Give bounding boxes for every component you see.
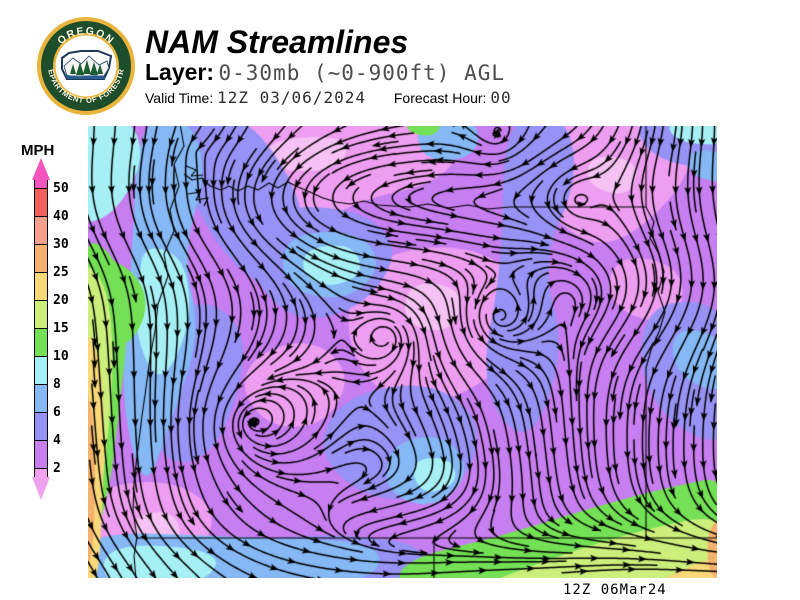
legend-segment-under2	[34, 468, 48, 477]
legend-title: MPH	[21, 142, 55, 159]
legend-tick-2: 2	[53, 461, 61, 476]
map-timestamp: 12Z 06Mar24	[563, 582, 667, 598]
legend-segment-10-15	[34, 328, 48, 356]
legend-segment-2-4	[34, 440, 48, 468]
forecast-hour-label: Forecast Hour:	[393, 90, 487, 106]
legend-tick-40: 40	[53, 209, 69, 224]
valid-time-line: Valid Time: 12Z 03/06/2024 Forecast Hour…	[145, 88, 512, 107]
wind-speed-legend: MPH 50 40 30 25 20 15 10 8 6 4 2	[20, 142, 95, 522]
legend-segment-25-30	[34, 244, 48, 272]
layer-label: Layer:	[145, 59, 215, 85]
forecast-hour-value: 00	[490, 88, 512, 107]
legend-tick-6: 6	[53, 405, 61, 420]
streamline-map	[88, 126, 717, 578]
streamline-map-canvas	[88, 126, 717, 578]
legend-tick-50: 50	[53, 181, 69, 196]
legend-tick-4: 4	[53, 433, 61, 448]
legend-segment-6-8	[34, 384, 48, 412]
legend-tick-10: 10	[53, 349, 69, 364]
legend-tick-25: 25	[53, 265, 69, 280]
legend-segment-40-50	[34, 188, 48, 216]
legend-tick-20: 20	[53, 293, 69, 308]
legend-segment-30-40	[34, 216, 48, 244]
legend-segment-20-25	[34, 272, 48, 300]
valid-time-label: Valid Time:	[145, 90, 214, 106]
logo-emblem	[61, 50, 113, 80]
page-title: NAM Streamlines	[145, 24, 409, 60]
legend-arrow-up	[32, 158, 50, 180]
valid-time-value: 12Z 03/06/2024	[217, 88, 366, 107]
legend-tick-15: 15	[53, 321, 69, 336]
legend-tick-30: 30	[53, 237, 69, 252]
layer-value: 0-30mb (~0-900ft) AGL	[218, 61, 506, 85]
legend-tick-8: 8	[53, 377, 61, 392]
legend-segment-4-6	[34, 412, 48, 440]
legend-segment-15-20	[34, 300, 48, 328]
legend-segment-over50	[34, 180, 48, 188]
legend-segment-8-10	[34, 356, 48, 384]
odf-logo: OREGON DEPARTMENT OF FORESTRY	[36, 16, 135, 115]
layer-line: Layer: 0-30mb (~0-900ft) AGL	[145, 59, 505, 86]
legend-arrow-down	[32, 477, 50, 500]
